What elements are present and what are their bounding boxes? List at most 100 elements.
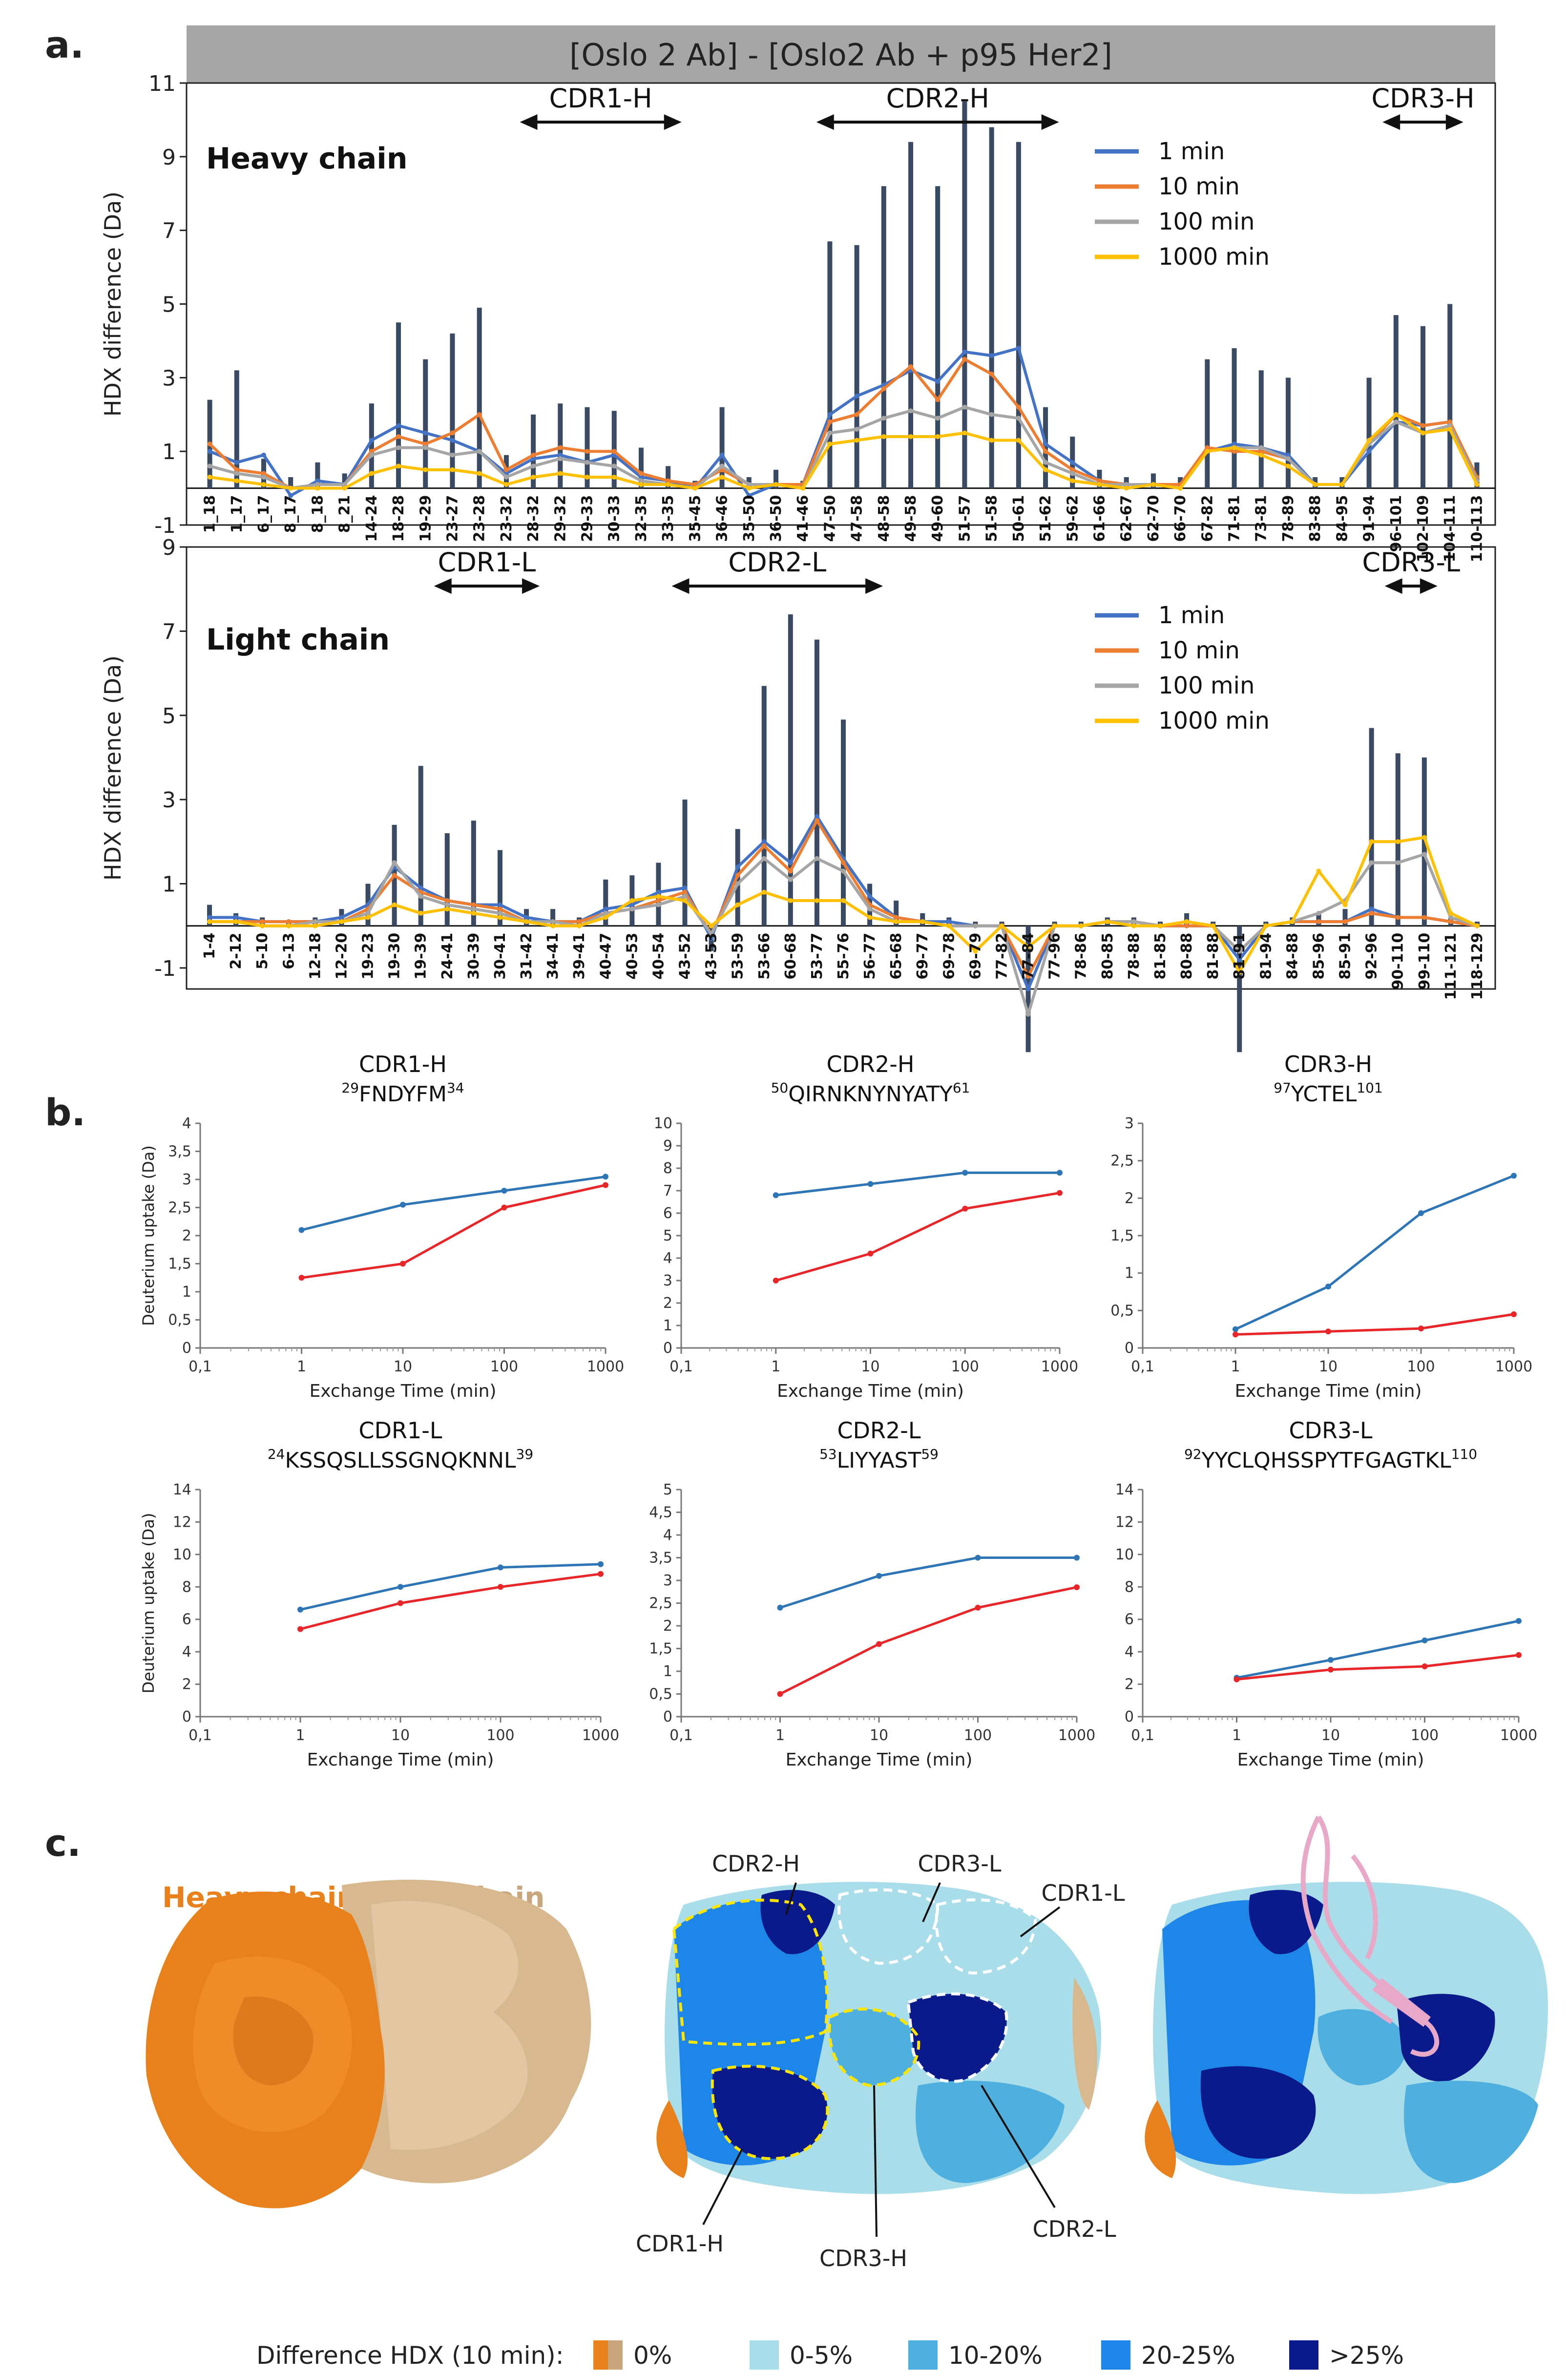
light-series-point (471, 910, 476, 916)
uptake-ytick-label: 6 (182, 1611, 191, 1628)
uptake-ytick-label: 0 (182, 1708, 191, 1725)
heavy-bar (854, 245, 859, 488)
uptake-ytick-label: 1 (663, 1663, 672, 1680)
light-category-label: 99-110 (1416, 933, 1433, 990)
heavy-series-point (827, 442, 833, 447)
heavy-series-point (585, 460, 590, 465)
heavy-series-point (1366, 449, 1372, 454)
heavy-ytick-label: -1 (154, 513, 176, 538)
peptide-start-number: 53 (819, 1446, 837, 1462)
heavy-series-point (261, 471, 267, 476)
light-series-point (1237, 957, 1242, 962)
light-series-point (761, 856, 767, 861)
uptake-ytick-label: 1 (663, 1317, 672, 1334)
peptide-end-number: 34 (447, 1080, 464, 1096)
uptake-series-point (501, 1188, 507, 1194)
heavy-series-point (585, 449, 590, 454)
heavy-series-point (962, 430, 967, 436)
uptake-series-line-blue (1234, 1174, 1514, 1330)
uptake-series-point (400, 1261, 406, 1267)
peptide-end-number: 59 (921, 1446, 939, 1462)
light-series-point (444, 902, 450, 907)
light-series-point (1157, 923, 1163, 928)
light-cdr-label: CDR3-L (1362, 547, 1460, 578)
light-series-point (524, 919, 529, 925)
light-series-point (497, 915, 502, 920)
light-series-point (867, 915, 873, 920)
heavy-series-point (1420, 423, 1425, 428)
heavy-series-line-10-min (209, 357, 1479, 490)
legend-items: 0% 0-5% 10-20% 20-25% >25% (593, 2340, 1404, 2370)
heavy-series-point (1205, 449, 1210, 454)
heavy-series-point (881, 434, 886, 439)
heavy-series-point (1447, 423, 1453, 428)
uptake-ytick-label: 3 (663, 1572, 672, 1589)
heavy-category-label: 30-33 (606, 495, 623, 542)
legend-swatch-light (608, 2340, 623, 2370)
heavy-category-label: 47-58 (849, 495, 866, 542)
uptake-series-line-blue (1236, 1619, 1519, 1679)
callout-cdr1-h: CDR1-H (636, 2230, 724, 2257)
heavy-series-point (611, 449, 617, 454)
heavy-ytick-label: 7 (162, 219, 176, 244)
uptake-xtick-label: 10 (1321, 1727, 1340, 1744)
heavy-series-point (450, 467, 455, 472)
heavy-category-label: 18-28 (390, 495, 407, 542)
uptake-ytick-label: 14 (1115, 1481, 1134, 1498)
heavy-series-point (827, 419, 833, 424)
light-series-point (1369, 839, 1374, 844)
light-series-point (1369, 910, 1374, 916)
heavy-bar (315, 462, 320, 488)
light-series-point (946, 923, 952, 928)
uptake-series-line-red (1235, 1313, 1514, 1336)
heavy-bar (234, 370, 239, 488)
light-series-point (603, 906, 608, 912)
uptake-series-point (1516, 1652, 1522, 1658)
heavy-series-point (450, 438, 455, 443)
light-series-point (233, 915, 239, 920)
heavy-series-point (1313, 482, 1318, 487)
structure-chains-surface (146, 1879, 591, 2208)
heavy-series-point (692, 485, 698, 491)
light-series-point (841, 860, 846, 865)
light-category-label: 31-42 (518, 933, 535, 980)
peptide-start-number: 24 (268, 1446, 285, 1462)
light-series-point (603, 910, 608, 916)
light-series-point (867, 894, 873, 899)
uptake-series-point (1074, 1555, 1080, 1561)
heavy-series-point (261, 482, 267, 487)
uptake-series-point (867, 1250, 874, 1257)
uptake-ytick-label: 10 (654, 1115, 672, 1132)
heavy-category-label: 102-109 (1415, 495, 1432, 563)
uptake-series-point (773, 1192, 779, 1199)
light-category-label: 43-53 (703, 933, 720, 980)
light-series-point (1342, 902, 1348, 907)
heavy-series-point (1205, 445, 1210, 450)
light-series-point (788, 898, 793, 903)
uptake-ytick-label: 0 (663, 1708, 672, 1725)
light-series-point (207, 919, 212, 925)
uptake-ytick-label: 7 (663, 1182, 672, 1199)
uptake-ytick-label: 5 (663, 1481, 672, 1498)
heavy-legend-label: 100 min (1158, 208, 1254, 235)
light-series-point (629, 898, 635, 903)
heavy-series-point (558, 452, 563, 458)
heavy-series-point (1258, 445, 1264, 450)
light-series-point (524, 915, 529, 920)
heavy-bar (1258, 370, 1264, 488)
legend-swatch (1101, 2340, 1130, 2370)
light-series-point (392, 860, 397, 865)
heavy-series-point (585, 474, 590, 480)
uptake-peptide: 92YYCLQHSSPYTFGAGTKL110 (1184, 1446, 1477, 1473)
heavy-cdr-arrowhead (1382, 114, 1401, 130)
uptake-ytick-label: 0,5 (168, 1312, 191, 1329)
heavy-series-point (531, 463, 536, 469)
heavy-series-point (908, 408, 914, 414)
heavy-series-point (638, 482, 644, 487)
heavy-bar (1285, 378, 1291, 488)
light-series-point (1025, 944, 1031, 949)
panel-label-c: c. (45, 1821, 81, 1865)
panel-a-header-bar (187, 25, 1495, 83)
uptake-series-point (297, 1626, 303, 1632)
heavy-bar (827, 241, 833, 488)
